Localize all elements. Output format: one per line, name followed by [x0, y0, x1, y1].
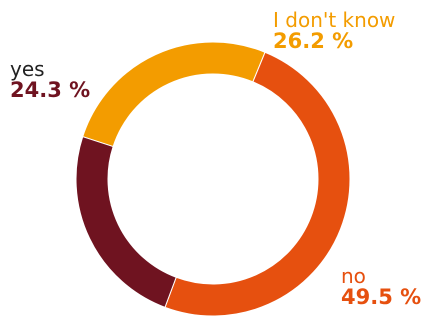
slice-label-yes: yes 24.3 %: [10, 59, 90, 101]
slice-name-yes: yes: [10, 59, 90, 79]
slice-yes: [76, 137, 176, 308]
slice-no: [165, 52, 350, 316]
slice-name-no: no: [341, 266, 421, 286]
slice-label-no: no 49.5 %: [341, 266, 421, 308]
slice-value-no: 49.5 %: [341, 287, 421, 308]
slice-value-yes: 24.3 %: [10, 80, 90, 101]
slice-label-i-dont-know: I don't know 26.2 %: [273, 10, 395, 52]
slice-value-i-dont-know: 26.2 %: [273, 31, 395, 52]
slice-i-don-t-know: [83, 42, 265, 147]
slice-name-i-dont-know: I don't know: [273, 10, 395, 30]
donut-slices: [76, 42, 350, 316]
